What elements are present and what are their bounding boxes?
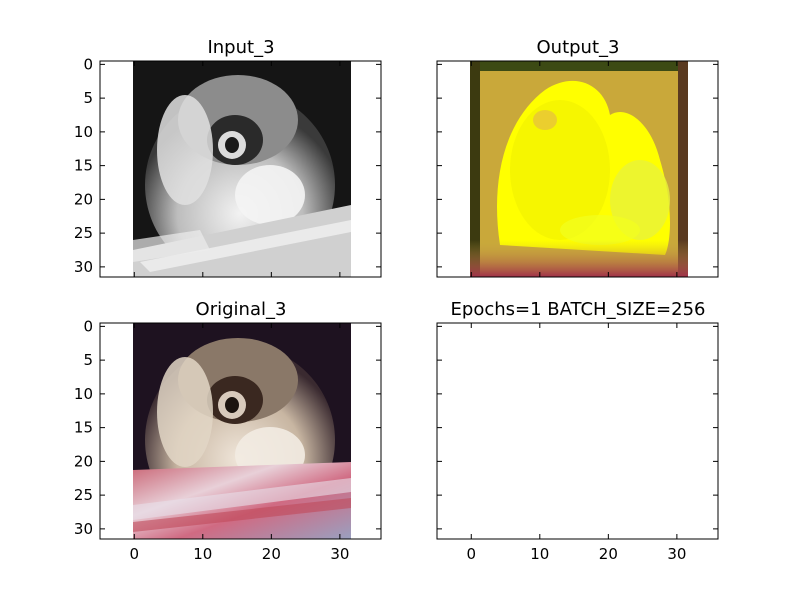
y-tick-label: 15 (74, 419, 93, 437)
y-tick-label: 30 (74, 258, 93, 276)
y-tick-label: 20 (74, 452, 93, 470)
subplot-input: Input_3 0 5 10 15 20 25 30 (74, 37, 381, 280)
subplot-empty: Epochs=1 BATCH_SIZE=256 0 10 20 30 (437, 299, 718, 563)
y-tick-label: 25 (74, 486, 93, 504)
x-tick-label: 20 (262, 545, 281, 563)
y-tick-label: 0 (83, 317, 93, 335)
x-tick-label: 0 (129, 545, 139, 563)
y-tick-label: 15 (74, 157, 93, 175)
subplot-title: Output_3 (537, 37, 620, 58)
x-tick-label: 30 (667, 545, 686, 563)
image-output (470, 61, 688, 277)
y-tick-label: 5 (83, 351, 93, 369)
subplot-output: Output_3 (437, 37, 718, 277)
x-ticks: 0 10 20 30 (466, 323, 686, 563)
subplot-title: Original_3 (196, 299, 287, 320)
y-tick-label: 10 (74, 385, 93, 403)
image-original (133, 323, 351, 539)
axes-frame (437, 323, 718, 539)
subplot-title: Epochs=1 BATCH_SIZE=256 (451, 299, 706, 320)
subplot-title: Input_3 (207, 37, 274, 58)
x-tick-label: 10 (530, 545, 549, 563)
y-tick-label: 25 (74, 224, 93, 242)
image-input (133, 61, 351, 280)
y-tick-label: 0 (83, 55, 93, 73)
x-tick-label: 0 (466, 545, 476, 563)
x-tick-label: 30 (330, 545, 349, 563)
y-tick-label: 20 (74, 190, 93, 208)
x-tick-label: 10 (193, 545, 212, 563)
y-tick-label: 30 (74, 520, 93, 538)
subplot-original: Original_3 0 5 10 15 20 25 30 0 10 20 30 (74, 299, 381, 563)
y-ticks (437, 326, 718, 529)
y-tick-label: 5 (83, 89, 93, 107)
x-tick-label: 20 (599, 545, 618, 563)
y-tick-label: 10 (74, 123, 93, 141)
